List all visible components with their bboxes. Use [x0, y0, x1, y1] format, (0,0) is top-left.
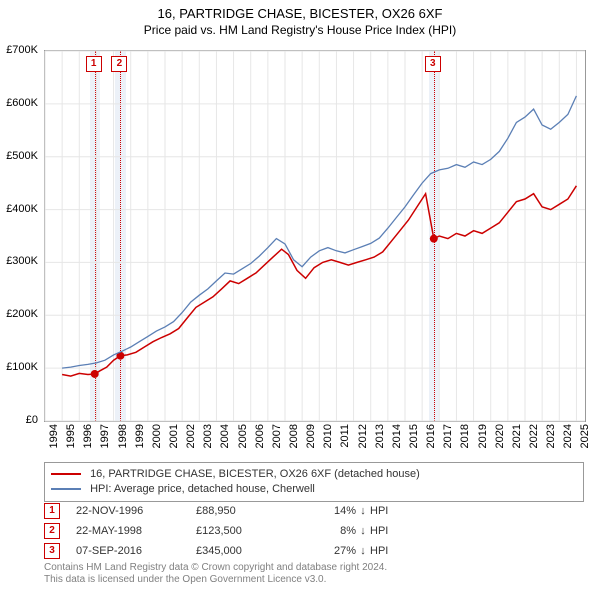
legend-swatch	[51, 488, 81, 490]
y-tick-label: £600K	[6, 97, 38, 109]
event-marker: 3	[44, 543, 60, 559]
chart-subtitle: Price paid vs. HM Land Registry's House …	[0, 21, 600, 37]
event-hpi: HPI	[370, 545, 388, 557]
chart-title: 16, PARTRIDGE CHASE, BICESTER, OX26 6XF	[0, 0, 600, 21]
x-tick-label: 2006	[254, 424, 266, 464]
event-date: 22-NOV-1996	[76, 505, 196, 517]
event-marker: 1	[44, 503, 60, 519]
x-tick-label: 2017	[442, 424, 454, 464]
event-marker-box: 2	[111, 56, 127, 72]
attribution-line: Contains HM Land Registry data © Crown c…	[44, 562, 387, 574]
y-tick-label: £100K	[6, 361, 38, 373]
x-tick-label: 2010	[322, 424, 334, 464]
y-tick-label: £400K	[6, 203, 38, 215]
x-tick-label: 2024	[562, 424, 574, 464]
event-hpi: HPI	[370, 525, 388, 537]
x-tick-label: 2000	[151, 424, 163, 464]
y-tick-label: £500K	[6, 150, 38, 162]
x-tick-label: 2003	[202, 424, 214, 464]
x-tick-label: 1996	[82, 424, 94, 464]
x-tick-label: 2007	[271, 424, 283, 464]
arrow-down-icon: ↓	[356, 505, 370, 517]
event-row: 3 07-SEP-2016 £345,000 27% ↓ HPI	[44, 542, 388, 560]
event-marker: 2	[44, 523, 60, 539]
legend-label: 16, PARTRIDGE CHASE, BICESTER, OX26 6XF …	[90, 468, 420, 480]
event-pct: 14%	[296, 505, 356, 517]
x-tick-label: 2019	[477, 424, 489, 464]
x-tick-label: 2012	[357, 424, 369, 464]
series-marker	[430, 235, 438, 243]
x-tick-label: 2004	[219, 424, 231, 464]
x-tick-label: 2023	[545, 424, 557, 464]
x-tick-label: 2009	[305, 424, 317, 464]
legend-label: HPI: Average price, detached house, Cher…	[90, 483, 315, 495]
page: 16, PARTRIDGE CHASE, BICESTER, OX26 6XF …	[0, 0, 600, 590]
x-tick-label: 2013	[374, 424, 386, 464]
x-tick-label: 2021	[511, 424, 523, 464]
x-tick-label: 1994	[48, 424, 60, 464]
x-tick-label: 2008	[288, 424, 300, 464]
chart-plot-area	[44, 50, 586, 422]
x-tick-label: 2014	[391, 424, 403, 464]
event-row: 1 22-NOV-1996 £88,950 14% ↓ HPI	[44, 502, 388, 520]
x-tick-label: 2025	[579, 424, 591, 464]
y-tick-label: £0	[26, 414, 38, 426]
event-hpi: HPI	[370, 505, 388, 517]
legend: 16, PARTRIDGE CHASE, BICESTER, OX26 6XF …	[44, 462, 584, 502]
legend-item: 16, PARTRIDGE CHASE, BICESTER, OX26 6XF …	[51, 467, 577, 482]
x-tick-label: 2002	[185, 424, 197, 464]
legend-swatch	[51, 473, 81, 475]
y-tick-label: £200K	[6, 308, 38, 320]
chart-svg	[45, 51, 585, 421]
event-price: £88,950	[196, 505, 296, 517]
event-marker-box: 3	[425, 56, 441, 72]
event-marker-box: 1	[86, 56, 102, 72]
event-date: 07-SEP-2016	[76, 545, 196, 557]
x-tick-label: 2018	[459, 424, 471, 464]
x-tick-label: 2001	[168, 424, 180, 464]
x-tick-label: 2005	[237, 424, 249, 464]
x-tick-label: 1995	[65, 424, 77, 464]
x-tick-label: 2020	[494, 424, 506, 464]
attribution-line: This data is licensed under the Open Gov…	[44, 574, 387, 586]
x-tick-label: 1998	[117, 424, 129, 464]
x-tick-label: 2011	[339, 424, 351, 464]
event-row: 2 22-MAY-1998 £123,500 8% ↓ HPI	[44, 522, 388, 540]
arrow-down-icon: ↓	[356, 545, 370, 557]
events-table: 1 22-NOV-1996 £88,950 14% ↓ HPI 2 22-MAY…	[44, 500, 388, 560]
attribution: Contains HM Land Registry data © Crown c…	[44, 562, 387, 586]
series-marker	[91, 370, 99, 378]
x-tick-label: 2015	[408, 424, 420, 464]
event-price: £123,500	[196, 525, 296, 537]
x-tick-label: 1997	[99, 424, 111, 464]
y-tick-label: £700K	[6, 44, 38, 56]
event-pct: 27%	[296, 545, 356, 557]
y-tick-label: £300K	[6, 255, 38, 267]
event-price: £345,000	[196, 545, 296, 557]
x-tick-label: 2016	[425, 424, 437, 464]
event-pct: 8%	[296, 525, 356, 537]
event-date: 22-MAY-1998	[76, 525, 196, 537]
legend-item: HPI: Average price, detached house, Cher…	[51, 482, 577, 497]
x-tick-label: 1999	[134, 424, 146, 464]
arrow-down-icon: ↓	[356, 525, 370, 537]
x-tick-label: 2022	[528, 424, 540, 464]
